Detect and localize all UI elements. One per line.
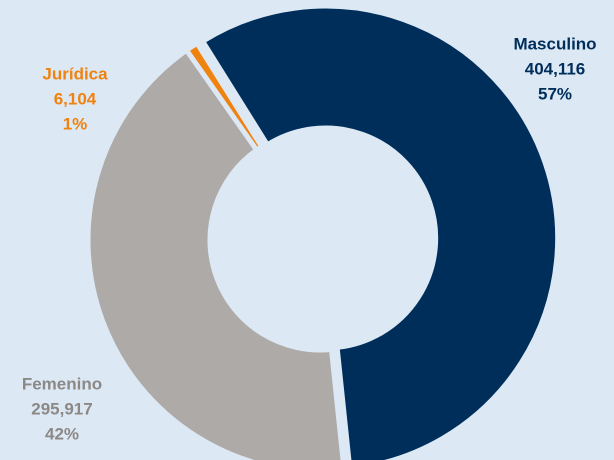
- slice-label: Masculino: [513, 34, 596, 53]
- value-label: 6,104: [54, 89, 97, 108]
- percent-label: 1%: [63, 114, 88, 133]
- value-label: 295,917: [31, 399, 92, 418]
- value-label: 404,116: [525, 59, 586, 78]
- percent-label: 57%: [538, 84, 572, 103]
- donut-slice: [199, 3, 561, 460]
- percent-label: 42%: [45, 424, 79, 443]
- donut-slice: [85, 46, 346, 460]
- slice-label: Jurídica: [42, 64, 108, 83]
- donut-slice: [183, 39, 266, 154]
- slice-label: Femenino: [22, 374, 102, 393]
